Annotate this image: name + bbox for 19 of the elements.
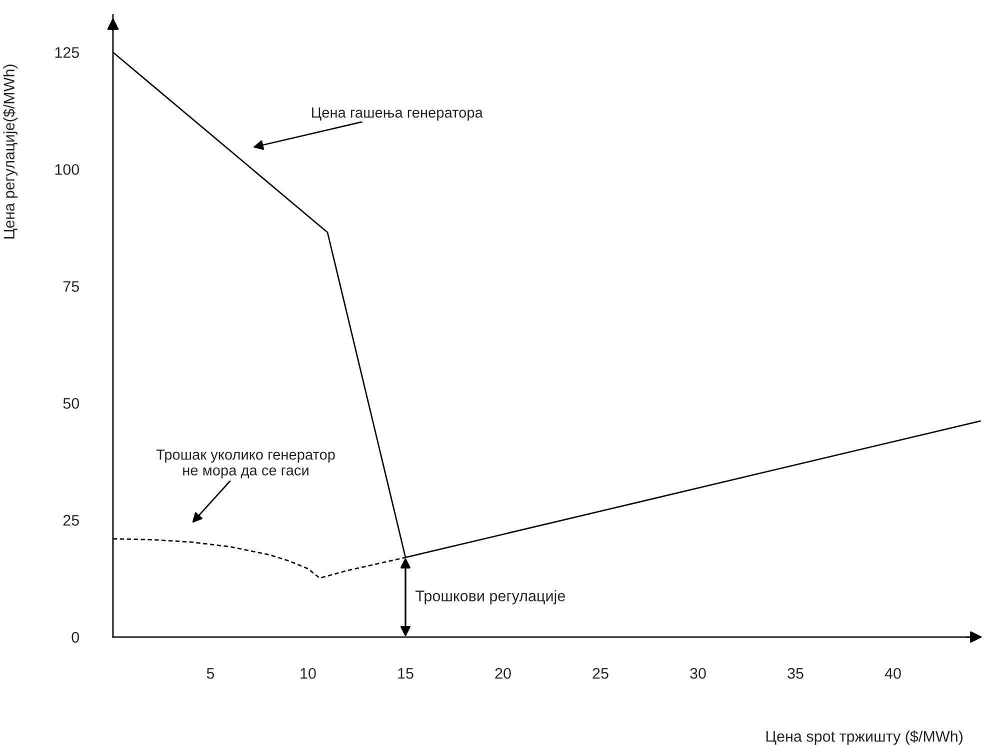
y-tick-label: 100	[55, 164, 80, 175]
y-tick-label: 0	[72, 632, 80, 643]
x-tick-label: 25	[592, 668, 608, 679]
annotation: Трошкови регулације	[416, 590, 565, 604]
y-tick-label: 125	[55, 47, 80, 58]
annotation: Цена гашења генератора	[312, 108, 483, 121]
x-tick-label: 40	[884, 668, 901, 679]
annotation: Трошак уколико генератор не мора да се гаси	[156, 450, 335, 478]
y-tick-label: 25	[63, 514, 80, 526]
y-tick-label: 75	[63, 281, 80, 292]
x-tick-label: 15	[398, 668, 414, 679]
x-tick-label: 35	[788, 668, 804, 679]
x-tick-label: 5	[206, 668, 214, 679]
x-tick-label: 10	[300, 668, 316, 679]
y-axis-title: Цена регулације($/MWh)	[3, 64, 18, 238]
x-tick-label: 20	[495, 668, 511, 679]
x-axis-title: Цена spot тржишту ($/MWh)	[766, 730, 962, 745]
x-tick-label: 30	[690, 668, 706, 679]
y-tick-label: 50	[63, 398, 80, 409]
